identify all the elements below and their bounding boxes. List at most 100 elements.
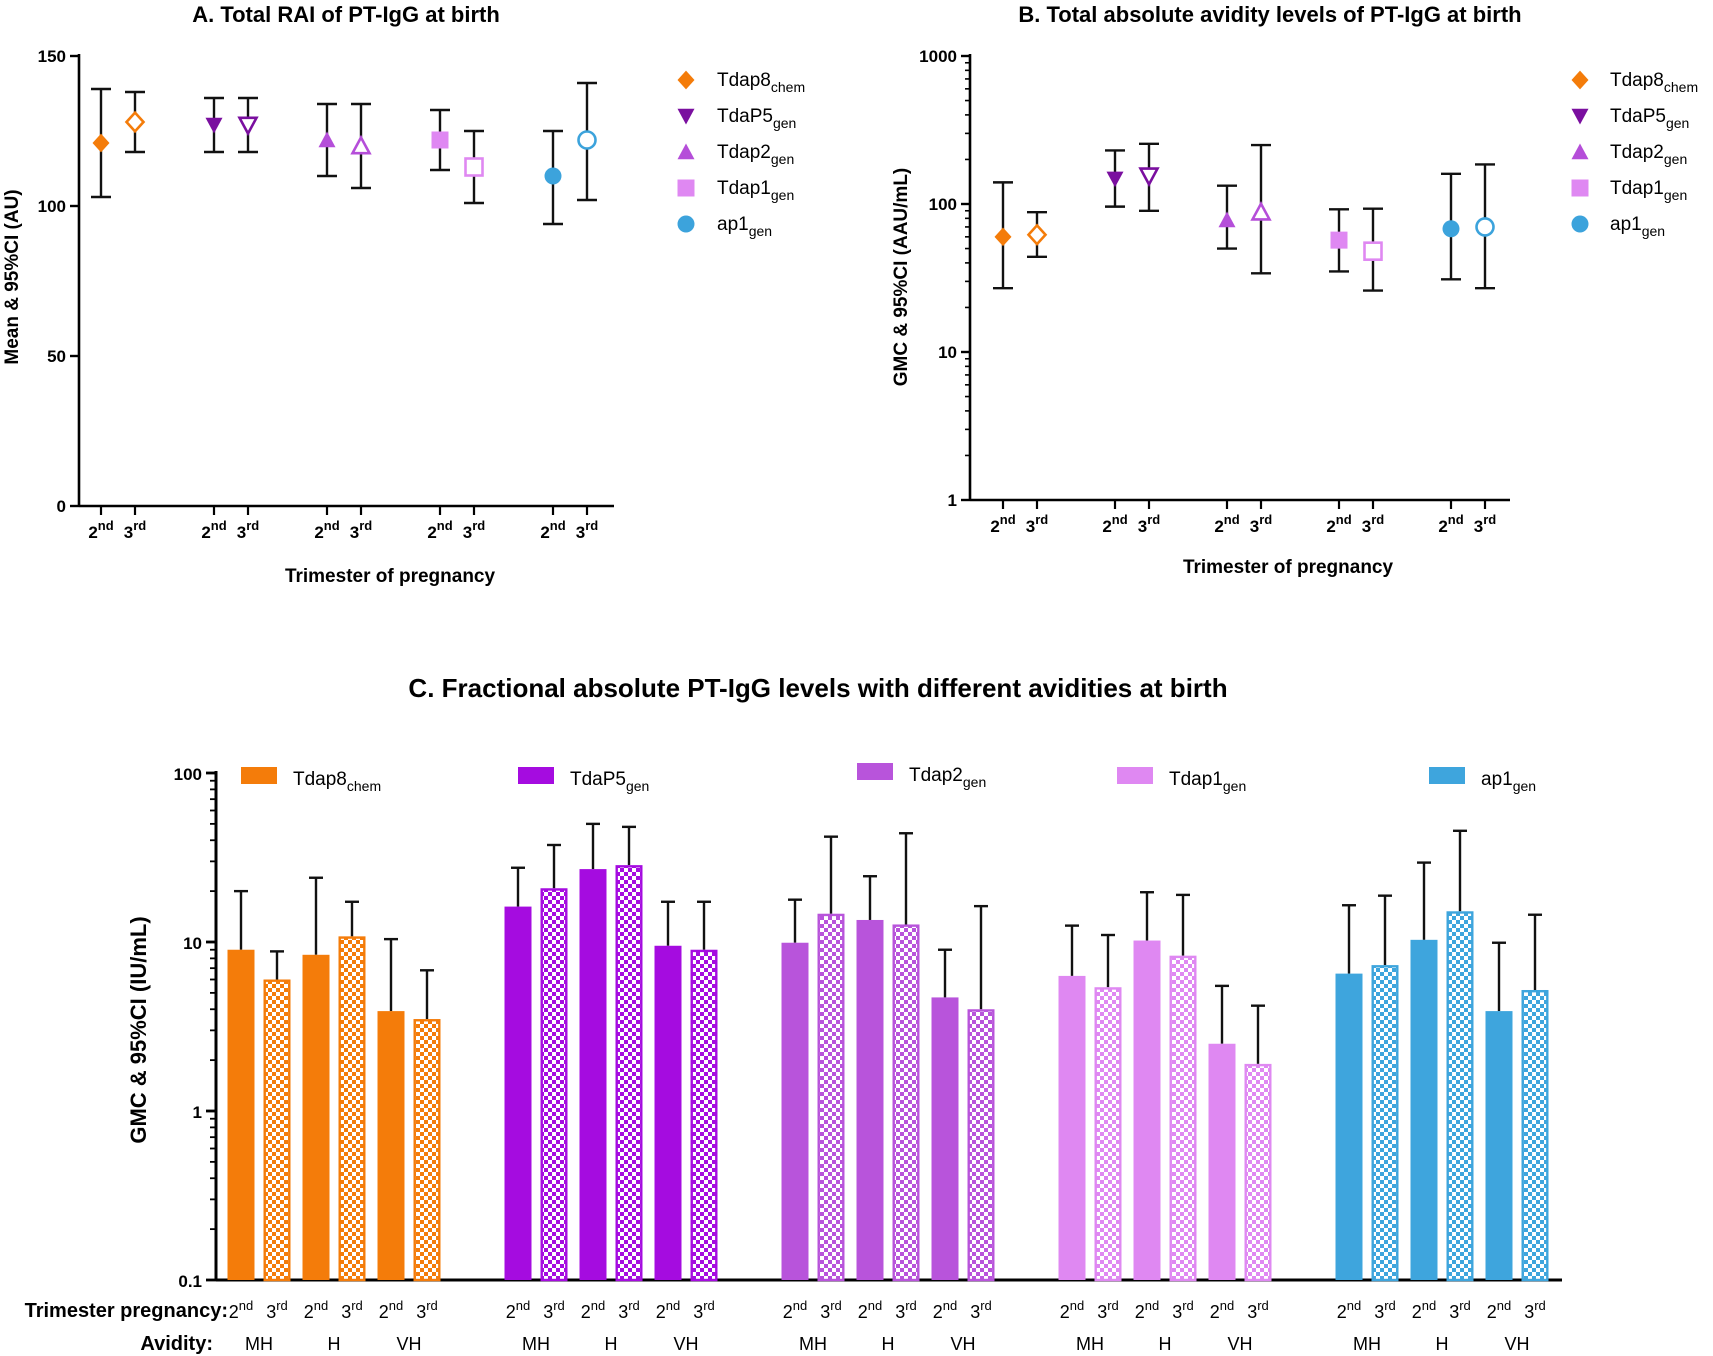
legend-item: ap1gen <box>677 214 772 239</box>
x-tick-label: 3rd <box>1374 1298 1396 1322</box>
x-tick-label: 3rd <box>124 518 147 542</box>
avidity-label: MH <box>1353 1334 1381 1354</box>
x-tick-label: 3rd <box>1097 1298 1119 1322</box>
data-point <box>92 133 110 153</box>
data-point <box>205 117 223 134</box>
y-tick-label: 1 <box>948 491 957 510</box>
panel-c-title: C. Fractional absolute PT-IgG levels wit… <box>408 673 1227 703</box>
bar-hatched <box>263 979 291 1282</box>
bar-hatched <box>1521 989 1549 1282</box>
legend-item: TdaP5gen <box>518 767 649 794</box>
legend-swatch <box>1429 767 1465 784</box>
avidity-label: VH <box>1504 1334 1529 1354</box>
series-tdap8 <box>91 87 146 199</box>
panel-a-title: A. Total RAI of PT-IgG at birth <box>192 2 500 27</box>
bar-hatched <box>1244 1063 1272 1282</box>
avidity-label: H <box>1159 1334 1172 1354</box>
legend-item: Tdap8chem <box>677 70 805 95</box>
bar <box>1335 973 1363 1280</box>
data-point <box>431 131 449 149</box>
bar <box>579 869 607 1280</box>
data-point <box>994 227 1012 247</box>
x-tick-label: 2nd <box>88 518 113 542</box>
x-tick-label: 2nd <box>1210 1298 1234 1322</box>
avidity-label: MH <box>1076 1334 1104 1354</box>
series-tdap8 <box>227 876 441 1282</box>
x-tick-label: 3rd <box>463 518 486 542</box>
series-tdap1 <box>1329 207 1383 292</box>
legend-label: Tdap2gen <box>717 142 794 167</box>
series-tdap5 <box>204 96 259 154</box>
data-point <box>1330 231 1348 249</box>
x-tick-label: 3rd <box>1474 512 1497 536</box>
x-tick-label: 2nd <box>540 518 565 542</box>
bar <box>227 949 255 1280</box>
x-tick-label: 2nd <box>1102 512 1127 536</box>
x-tick-label: 3rd <box>1138 512 1161 536</box>
series-tdap2 <box>781 832 995 1282</box>
panel-c-trimester-row-label: Trimester pregnancy: <box>25 1300 228 1322</box>
series-tdap5 <box>1105 142 1160 212</box>
legend-label: Tdap8chem <box>717 70 805 95</box>
legend-label: TdaP5gen <box>570 769 649 794</box>
y-tick-label: 100 <box>38 197 66 216</box>
avidity-label: MH <box>522 1334 550 1354</box>
legend-item: Tdap8chem <box>241 767 381 794</box>
legend-label: Tdap1gen <box>717 178 794 203</box>
legend-swatch <box>1117 767 1153 784</box>
y-tick-label: 50 <box>47 347 66 366</box>
x-tick-label: 3rd <box>416 1298 438 1322</box>
x-tick-label: 3rd <box>895 1298 917 1322</box>
bar-hatched <box>1371 965 1399 1282</box>
bar-hatched <box>413 1019 441 1282</box>
x-tick-label: 2nd <box>229 1298 253 1322</box>
legend-marker <box>1571 70 1589 90</box>
series-tdap1 <box>430 108 484 205</box>
avidity-label: VH <box>1227 1334 1252 1354</box>
legend-item: Tdap1gen <box>1571 178 1687 203</box>
bar <box>856 919 884 1280</box>
legend-item: TdaP5gen <box>1571 106 1689 131</box>
series-tdap1 <box>1058 891 1272 1282</box>
avidity-label: VH <box>673 1334 698 1354</box>
x-tick-label: 3rd <box>1247 1298 1269 1322</box>
legend-item: Tdap2gen <box>677 142 794 167</box>
bar-hatched <box>690 949 718 1282</box>
legend-label: Tdap2gen <box>909 765 986 790</box>
legend-label: Tdap8chem <box>1610 70 1698 95</box>
x-tick-label: 2nd <box>314 518 339 542</box>
avidity-label: H <box>605 1334 618 1354</box>
x-tick-label: 3rd <box>576 518 599 542</box>
legend-item: Tdap1gen <box>1117 767 1246 794</box>
panel-a: A. Total RAI of PT-IgG at birth Mean & 9… <box>2 2 805 587</box>
series-tdap8 <box>993 181 1048 290</box>
bar-hatched <box>967 1009 995 1282</box>
x-tick-label: 2nd <box>783 1298 807 1322</box>
series-ap1 <box>543 81 597 226</box>
bar-hatched <box>817 913 845 1282</box>
legend-marker <box>677 70 695 90</box>
x-tick-label: 3rd <box>350 518 373 542</box>
bar-hatched <box>615 865 643 1282</box>
legend-label: Tdap1gen <box>1610 178 1687 203</box>
bar <box>1410 939 1438 1280</box>
panel-b-x-axis-title: Trimester of pregnancy <box>1183 557 1394 578</box>
legend-item: Tdap2gen <box>1571 142 1687 167</box>
y-tick-label: 10 <box>938 343 957 362</box>
series-ap1 <box>1441 163 1495 290</box>
legend-item: Tdap1gen <box>677 178 794 203</box>
legend-item: Tdap2gen <box>857 763 986 790</box>
x-tick-label: 2nd <box>933 1298 957 1322</box>
x-tick-label: 2nd <box>506 1298 530 1322</box>
y-tick-label: 1000 <box>919 47 957 66</box>
x-tick-label: 2nd <box>1214 512 1239 536</box>
data-point <box>1250 200 1272 221</box>
avidity-label: MH <box>799 1334 827 1354</box>
bar-hatched <box>1094 987 1122 1282</box>
legend-item: Tdap8chem <box>1571 70 1698 95</box>
panel-b: B. Total absolute avidity levels of PT-I… <box>891 2 1698 578</box>
x-tick-label: 2nd <box>427 518 452 542</box>
bar <box>1058 975 1086 1280</box>
x-tick-label: 2nd <box>1135 1298 1159 1322</box>
